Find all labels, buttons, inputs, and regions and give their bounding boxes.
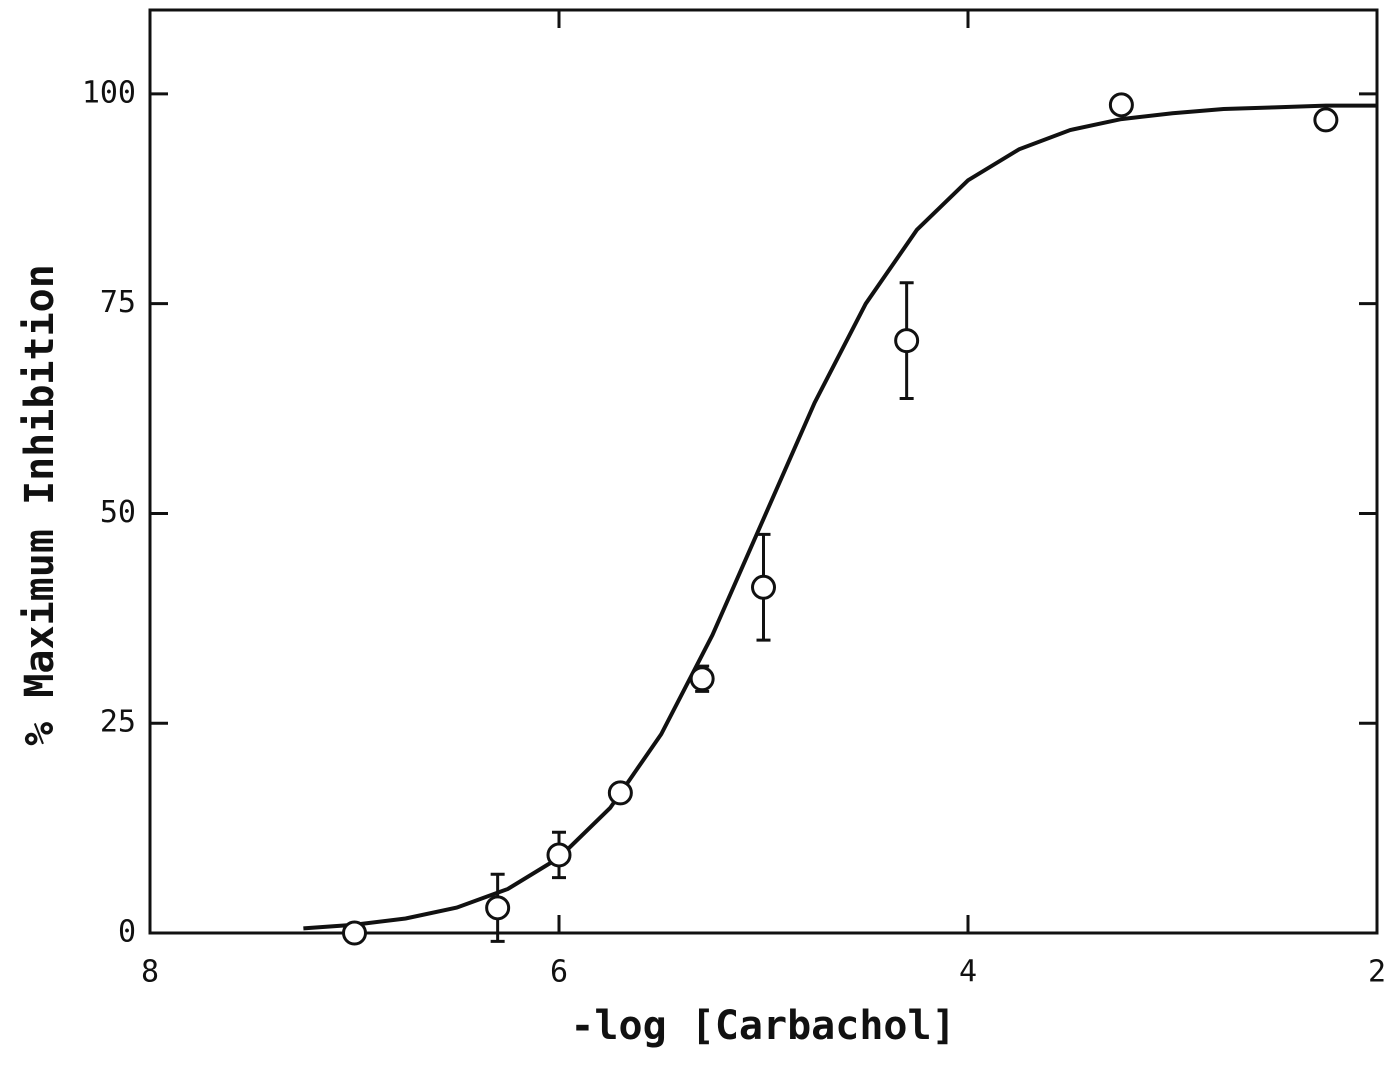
y-axis-label: % Maximum Inhibition (17, 264, 63, 746)
data-point (485, 895, 511, 921)
data-point (1313, 107, 1339, 133)
x-tick-label: 6 (550, 955, 568, 990)
y-tick-label: 50 (100, 495, 136, 530)
x-tick-label: 4 (959, 955, 977, 990)
x-tick-label: 2 (1368, 955, 1386, 990)
data-point (894, 328, 920, 354)
data-point (1108, 92, 1134, 118)
data-point (689, 666, 715, 692)
y-tick-label: 0 (118, 915, 136, 950)
fit-curve (303, 103, 1377, 931)
data-point (607, 780, 633, 806)
y-tick-label: 75 (100, 285, 136, 320)
y-tick-label: 100 (82, 75, 136, 110)
data-point (342, 920, 367, 946)
data-point (751, 574, 776, 600)
plot-frame (148, 8, 1379, 935)
x-axis-label: -log [Carbachol] (570, 1003, 955, 1049)
y-tick-label: 25 (100, 705, 136, 740)
data-point (546, 842, 572, 868)
x-tick-label: 8 (141, 955, 159, 990)
